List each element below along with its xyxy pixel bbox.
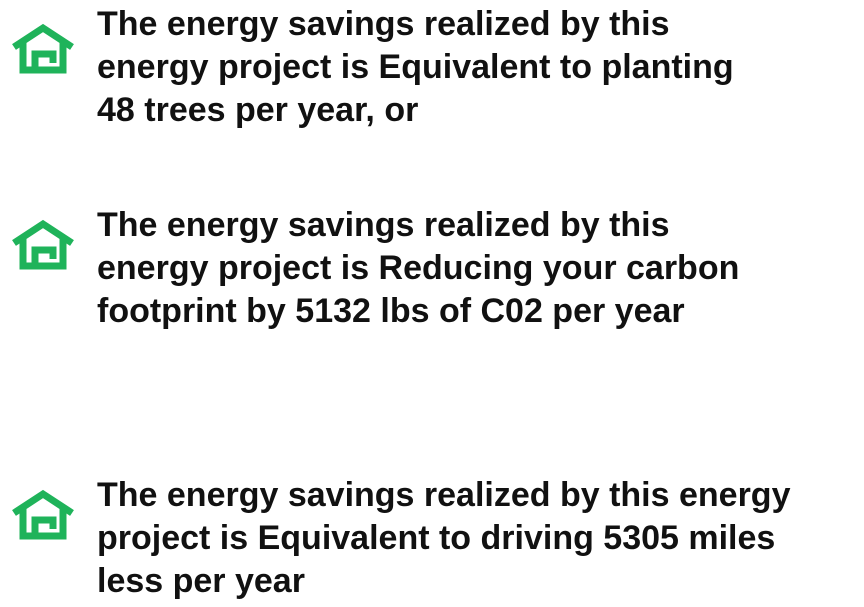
text-line: The energy savings realized by this ener… [97, 476, 791, 514]
text-line: energy project is Reducing your carbon [97, 249, 740, 287]
text-line: The energy savings realized by this [97, 5, 670, 43]
text-line: project is Equivalent to driving 5305 mi… [97, 519, 776, 557]
text-line: footprint by 5132 lbs of C02 per year [97, 292, 685, 330]
house-icon [12, 489, 74, 540]
house-icon [12, 219, 74, 270]
house-icon [12, 23, 74, 74]
savings-text: The energy savings realized by this ener… [97, 474, 790, 603]
text-line: 48 trees per year, or [97, 91, 419, 129]
text-line: energy project is Equivalent to planting [97, 48, 734, 86]
savings-text: The energy savings realized by this ener… [97, 3, 734, 132]
text-line: less per year [97, 562, 305, 600]
savings-text: The energy savings realized by this ener… [97, 204, 739, 333]
text-line: The energy savings realized by this [97, 206, 670, 244]
